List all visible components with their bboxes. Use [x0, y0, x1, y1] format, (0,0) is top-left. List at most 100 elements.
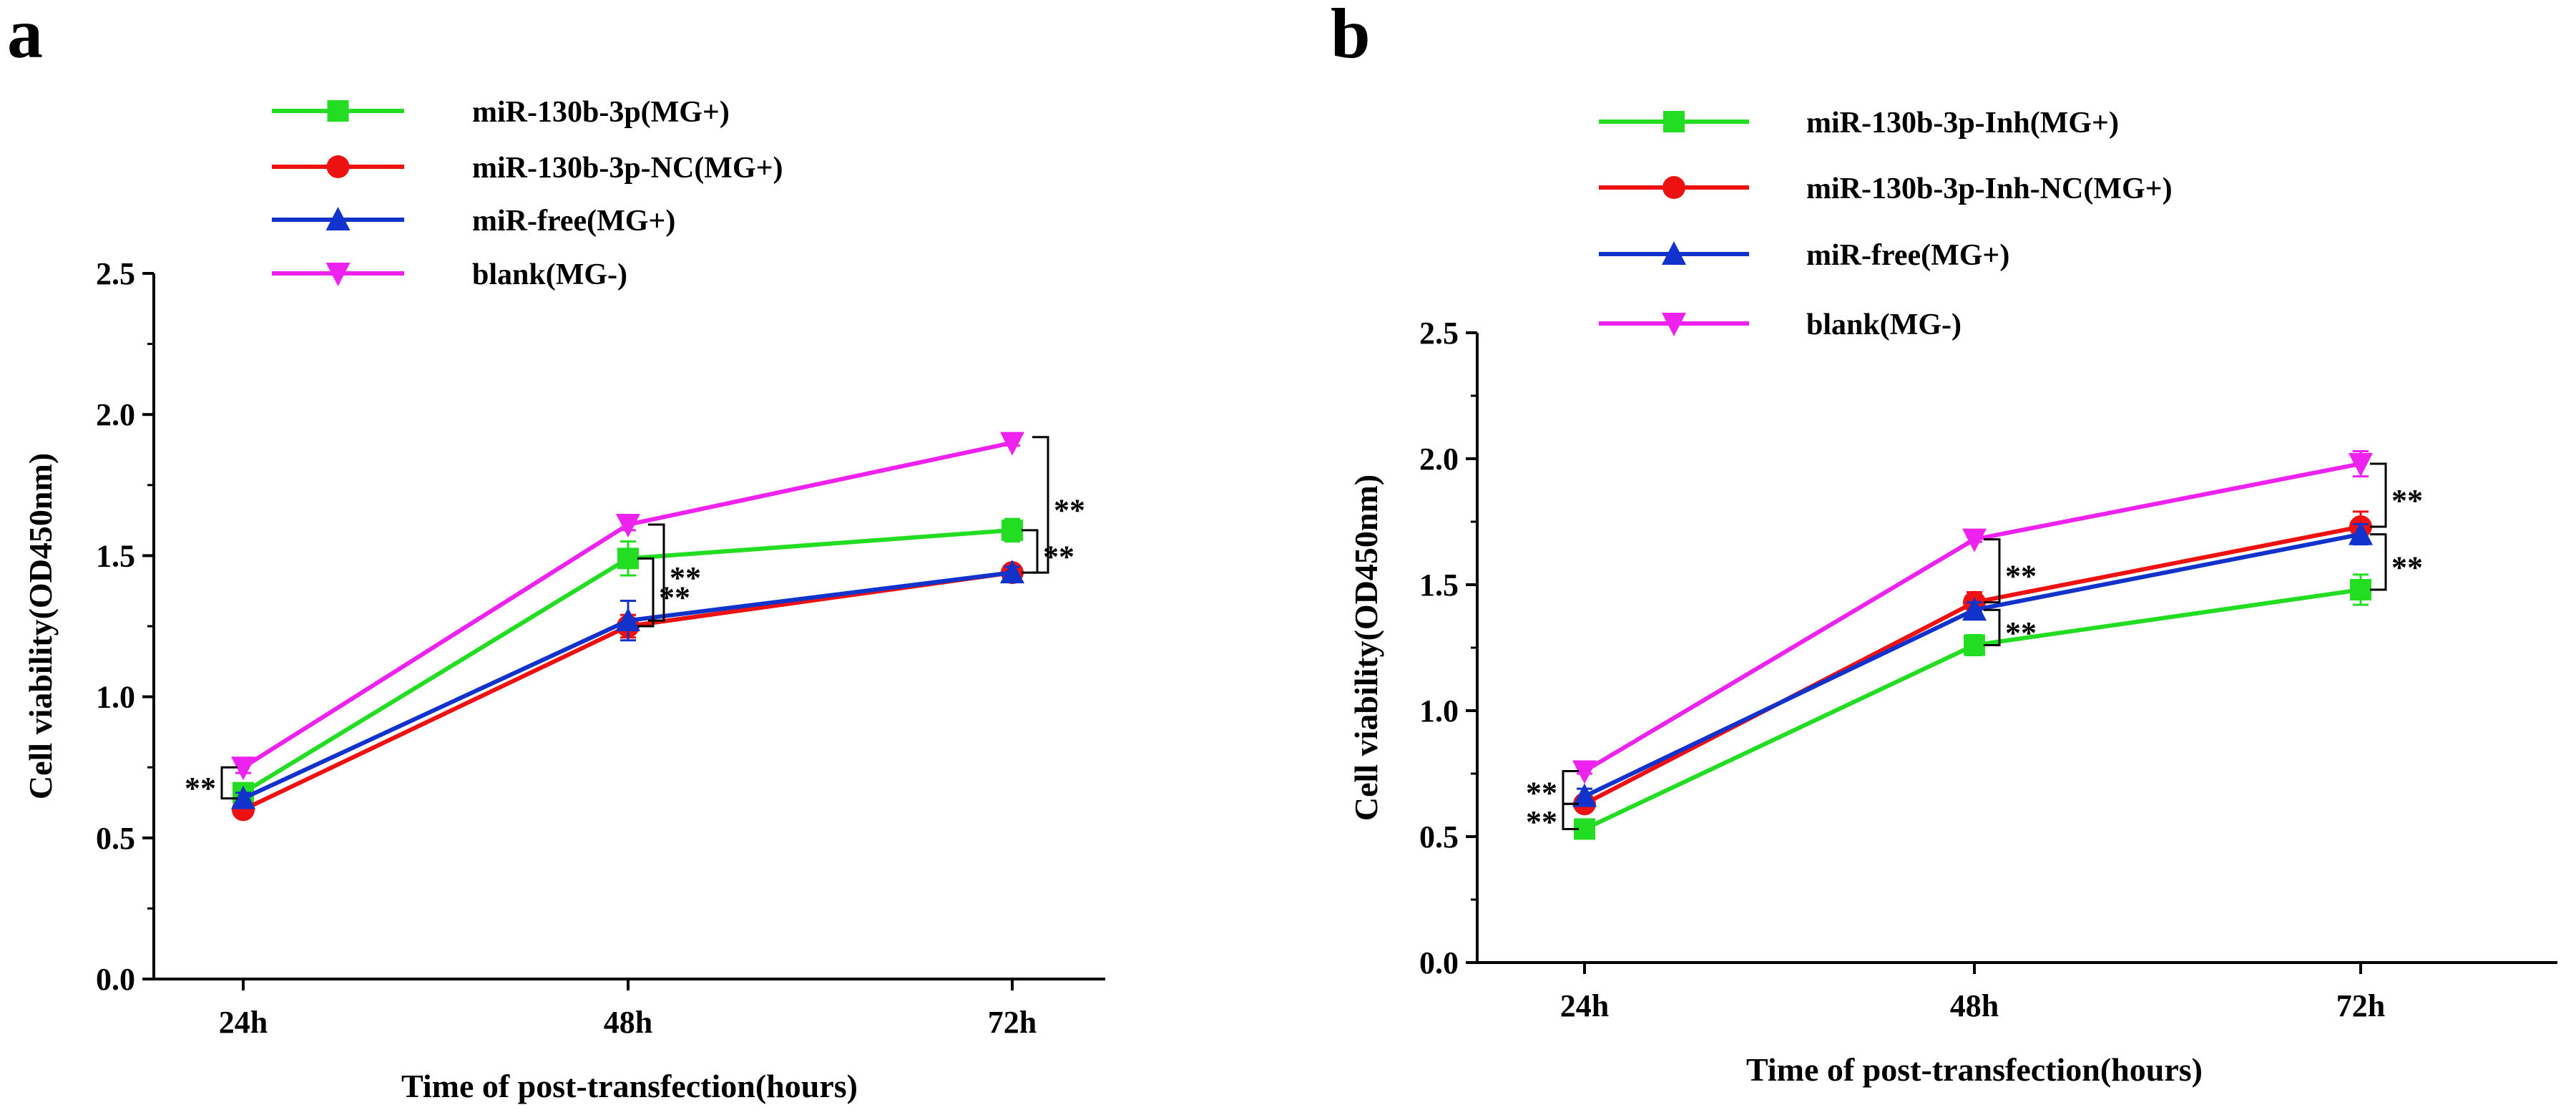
legend-marker: [325, 263, 351, 286]
data-point: [616, 514, 640, 538]
significance-annotation: **: [1984, 608, 2037, 651]
significance-label: **: [185, 771, 216, 806]
legend-label: blank(MG-): [1806, 308, 1962, 341]
legend-entry: blank(MG-): [1599, 308, 1962, 341]
data-point: [1962, 528, 1987, 552]
significance-annotation: **: [1032, 436, 1085, 574]
y-tick-label: 0.0: [1419, 945, 1459, 980]
x-tick-label: 48h: [1950, 988, 1999, 1023]
series-line: [1583, 588, 2361, 832]
significance-bracket: [1032, 436, 1049, 574]
legend-marker: [1662, 313, 1686, 336]
y-tick-label: 1.5: [1419, 568, 1459, 603]
significance-annotation: **: [185, 766, 237, 806]
significance-label: **: [1526, 775, 1557, 810]
data-point: [2350, 579, 2371, 601]
y-tick-label: 2.0: [1419, 442, 1459, 477]
data-point: [2349, 453, 2373, 477]
chart-panel-a: a 0.0 0.5 1.0 1.5 2.0 2.5 24h 48h 72h Time of post…: [7, 0, 1105, 1104]
significance-bracket: [1562, 802, 1579, 830]
legend-label: miR-130b-3p-NC(MG+): [472, 152, 783, 185]
significance-annotation: **: [2370, 462, 2423, 528]
legend-entry: miR-free(MG+): [272, 205, 675, 238]
y-tick-label: 2.5: [1419, 316, 1459, 351]
x-axis-title: Time of post-transfection(hours): [401, 1068, 858, 1104]
data-point: [1572, 760, 1597, 784]
series-4: [231, 432, 1024, 781]
significance-bracket: [2370, 533, 2387, 591]
panel-letter: a: [7, 0, 43, 73]
legend-label: miR-130b-3p-Inh-NC(MG+): [1806, 172, 2173, 205]
data-point: [1000, 560, 1024, 584]
data-point: [231, 756, 255, 781]
significance-bracket: [1984, 608, 2001, 646]
series-4: [1572, 449, 2373, 784]
significance-bracket: [220, 766, 237, 800]
legend-entry: miR-130b-3p(MG+): [272, 96, 730, 129]
significance-bracket: [637, 557, 655, 628]
legend-entry: miR-130b-3p-Inh-NC(MG+): [1599, 172, 2173, 205]
significance-label: **: [1526, 804, 1557, 839]
y-tick-label: 1.0: [1419, 693, 1459, 729]
y-tick-label: 1.0: [96, 680, 135, 715]
y-tick-label: 0.0: [96, 962, 135, 997]
legend-marker: [1662, 176, 1685, 199]
legend-label: blank(MG-): [472, 258, 627, 291]
significance-bracket: [1022, 529, 1039, 574]
legend-marker: [327, 100, 349, 122]
series-3: [231, 560, 1024, 809]
x-tick-label: 72h: [988, 1005, 1037, 1040]
legend-entry: blank(MG-): [272, 258, 627, 291]
significance-label: **: [1054, 492, 1085, 527]
y-axis-title: Cell viability(OD450nm): [22, 453, 59, 799]
data-point: [1001, 519, 1023, 541]
significance-annotation: **: [1984, 538, 2037, 604]
chart-panel-b: b 0.0 0.5 1.0 1.5 2.0 2.5 24h 48h 72h Time of post…: [1331, 0, 2557, 1088]
data-point: [1000, 432, 1024, 456]
y-tick-label: 0.5: [96, 821, 135, 856]
significance-bracket: [1984, 538, 2001, 604]
x-axis-title: Time of post-transfection(hours): [1746, 1051, 2203, 1088]
significance-annotation: **: [2370, 533, 2423, 591]
x-tick-label: 24h: [1560, 988, 1609, 1023]
legend: miR-130b-3p(MG+) miR-130b-3p-NC(MG+) miR-f…: [272, 96, 783, 291]
x-tick-label: 24h: [219, 1005, 268, 1040]
x-tick-label: 48h: [604, 1005, 652, 1040]
data-point: [2349, 521, 2373, 545]
significance-bracket: [648, 523, 665, 622]
legend-entry: miR-130b-3p-NC(MG+): [272, 152, 783, 185]
panel-letter: b: [1331, 0, 1371, 73]
legend-marker: [326, 155, 350, 178]
legend-entry: miR-free(MG+): [1599, 239, 2009, 272]
x-tick-label: 72h: [2336, 988, 2385, 1023]
legend: miR-130b-3p-Inh(MG+) miR-130b-3p-Inh-NC(M…: [1599, 107, 2173, 341]
data-point: [617, 547, 639, 570]
legend-label: miR-free(MG+): [1806, 239, 2009, 272]
legend-marker: [1662, 241, 1686, 265]
significance-label: **: [2391, 483, 2423, 518]
significance-bracket: [2370, 462, 2387, 528]
legend-entry: miR-130b-3p-Inh(MG+): [1599, 107, 2119, 140]
data-point: [616, 608, 640, 632]
series-line: [1583, 525, 2361, 806]
y-tick-label: 1.5: [96, 538, 135, 573]
legend-label: miR-130b-3p-Inh(MG+): [1806, 107, 2119, 140]
significance-label: **: [2005, 559, 2037, 594]
data-point: [1572, 783, 1597, 807]
y-tick-label: 2.5: [96, 256, 135, 291]
significance-label: **: [670, 560, 701, 595]
significance-label: **: [2005, 615, 2037, 651]
data-point: [1964, 634, 1985, 656]
series-line: [1583, 532, 2361, 799]
legend-label: miR-free(MG+): [472, 205, 675, 238]
series-1: [1574, 573, 2371, 840]
series-3: [1572, 521, 2373, 807]
significance-annotation: **: [1526, 802, 1579, 839]
data-point: [231, 785, 255, 809]
data-point: [1962, 597, 1987, 621]
legend-marker: [1663, 111, 1685, 132]
y-tick-label: 0.5: [1419, 819, 1459, 854]
y-axis-title: Cell viability(OD450nm): [1348, 474, 1384, 821]
significance-label: **: [2391, 550, 2423, 585]
